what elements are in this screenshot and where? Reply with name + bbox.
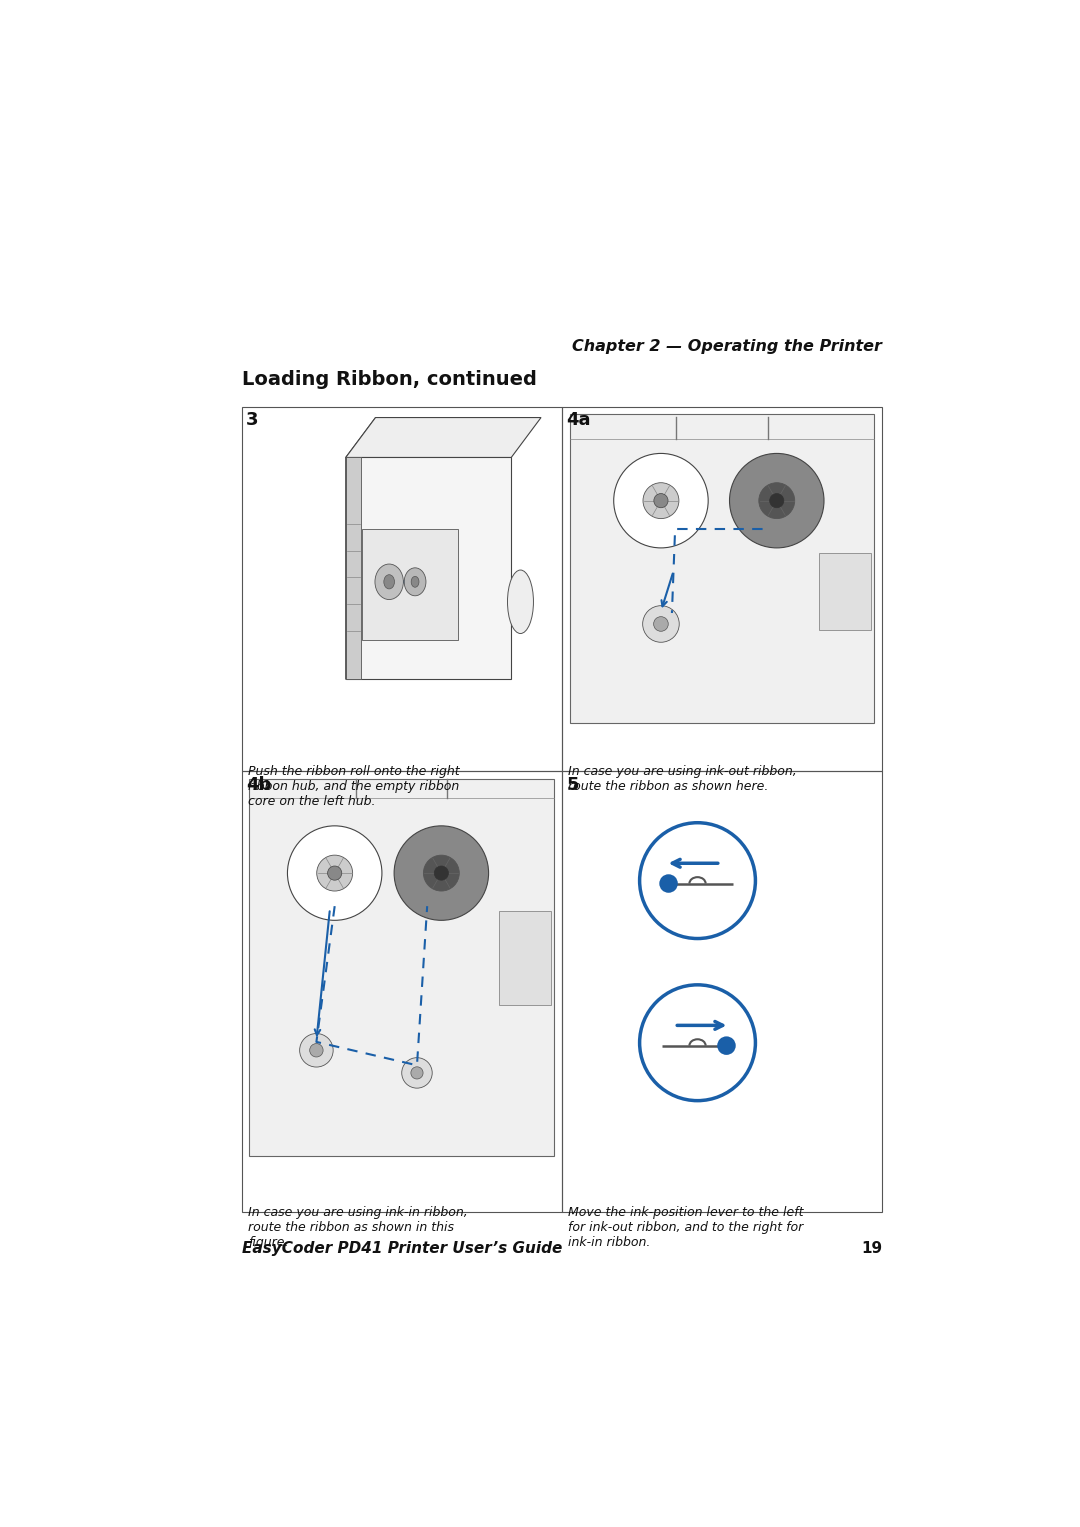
Bar [562,406,882,771]
Circle shape [653,617,669,631]
Polygon shape [346,417,376,680]
Circle shape [402,1058,432,1089]
Circle shape [643,483,679,519]
Ellipse shape [375,563,403,600]
Circle shape [310,1043,323,1057]
Circle shape [639,985,755,1101]
Text: Loading Ribbon, continued: Loading Ribbon, continued [242,370,537,389]
Circle shape [327,866,341,880]
Bar [569,414,875,722]
Circle shape [316,855,353,892]
Circle shape [394,826,488,921]
Circle shape [659,875,678,893]
Text: Move the ink-position lever to the left
for ink-out ribbon, and to the right for: Move the ink-position lever to the left … [568,1206,804,1249]
Circle shape [287,826,382,921]
Circle shape [759,483,795,519]
Ellipse shape [383,574,394,589]
Ellipse shape [404,568,426,596]
Bar [242,406,562,771]
Text: In case you are using ink-out ribbon,
route the ribbon as shown here.: In case you are using ink-out ribbon, ro… [568,765,797,793]
Bar [362,528,458,640]
Text: 5: 5 [566,776,579,794]
Bar [562,771,882,1212]
Text: 19: 19 [861,1241,882,1257]
Polygon shape [499,910,551,1005]
Circle shape [653,493,669,508]
Text: 4a: 4a [566,411,591,429]
Ellipse shape [508,570,534,634]
Circle shape [434,866,448,880]
Circle shape [410,1067,423,1080]
Circle shape [729,454,824,548]
Circle shape [717,1037,735,1055]
Circle shape [423,855,459,892]
Circle shape [639,823,755,939]
Circle shape [770,493,784,508]
Bar [249,779,554,1156]
Polygon shape [346,458,361,680]
Ellipse shape [411,576,419,588]
Text: In case you are using ink-in ribbon,
route the ribbon as shown in this
figure.: In case you are using ink-in ribbon, rou… [247,1206,468,1249]
Text: Push the ribbon roll onto the right
ribbon hub, and the empty ribbon
core on the: Push the ribbon roll onto the right ribb… [247,765,459,808]
Text: 4b: 4b [246,776,272,794]
Circle shape [299,1034,333,1067]
Polygon shape [820,553,872,631]
Text: EasyCoder PD41 Printer User’s Guide: EasyCoder PD41 Printer User’s Guide [242,1241,562,1257]
Polygon shape [346,417,541,458]
Circle shape [643,606,679,643]
Text: 3: 3 [246,411,259,429]
Bar [242,771,562,1212]
Text: Chapter 2 — Operating the Printer: Chapter 2 — Operating the Printer [572,339,882,354]
Polygon shape [346,458,511,680]
Circle shape [613,454,708,548]
